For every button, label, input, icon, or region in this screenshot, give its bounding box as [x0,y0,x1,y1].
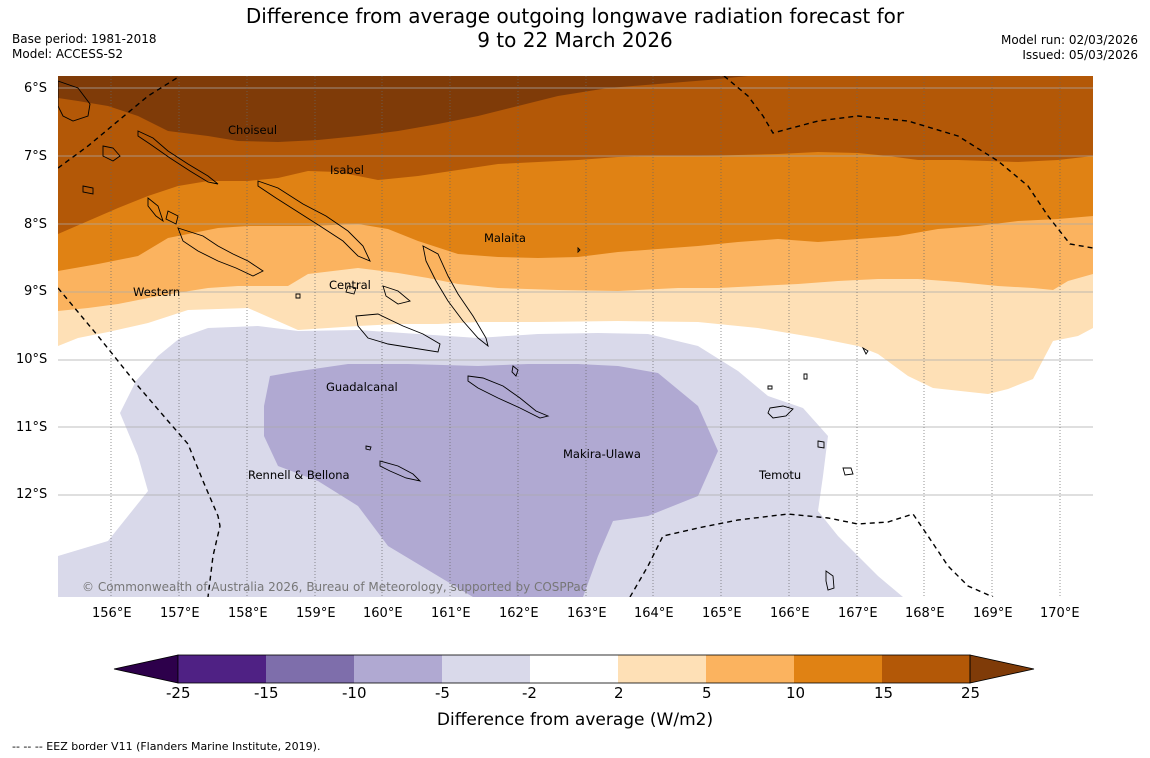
colorbar-tick: -25 [166,684,191,702]
colorbar-segment [178,655,266,683]
region-label-central: Central [329,278,371,292]
colorbar-tick: -5 [435,684,450,702]
map-panel: Choiseul Isabel Malaita Western Central … [58,76,1093,597]
lat-label: 12°S [16,487,48,502]
colorbar-segment [530,655,618,683]
issued-date: Issued: 05/03/2026 [1022,48,1138,62]
lon-label: 170°E [1040,606,1080,621]
island-duff [803,373,808,380]
lat-label: 6°S [24,81,48,96]
title-line-2: 9 to 22 March 2026 [477,28,673,52]
island-bougainville [58,80,91,122]
chart-title: Difference from average outgoing longwav… [0,4,1150,52]
island-isabel [257,180,371,262]
colorbar-segment [882,655,970,683]
lat-label: 8°S [24,217,48,232]
eez-border [58,76,1093,597]
region-label-makira-ulawa: Makira-Ulawa [563,447,641,461]
colorbar [113,654,1035,684]
colorbar-tick: 10 [786,684,806,702]
island-nggela [382,285,411,305]
lon-label: 162°E [499,606,539,621]
island-vanikoro [817,440,825,449]
island-tikopia [825,570,835,591]
lat-label: 9°S [24,284,48,299]
lon-label: 169°E [973,606,1013,621]
lon-label: 159°E [296,606,336,621]
island-ontong [577,246,581,254]
base-period: Base period: 1981-2018 [12,32,157,46]
lon-label: 165°E [702,606,742,621]
region-label-choiseul: Choiseul [228,123,277,137]
island-bellona [365,445,372,451]
island-ranongga [147,197,164,223]
region-label-malaita: Malaita [484,231,526,245]
region-label-guadalcanal: Guadalcanal [326,380,398,394]
copyright-notice: © Commonwealth of Australia 2026, Bureau… [82,580,587,594]
island-treasury [82,185,94,195]
eez-legend: -- -- -- EEZ border V11 (Flanders Marine… [12,740,321,753]
island-new-georgia [177,227,264,277]
lon-label: 160°E [363,606,403,621]
colorbar-over-arrow [969,654,1035,684]
lat-label: 10°S [16,352,48,367]
colorbar-segment [618,655,706,683]
island-sikaiana [861,346,869,355]
island-shortlands [102,145,121,162]
colorbar-tick: 2 [614,684,624,702]
colorbar-tick: 25 [961,684,981,702]
island-malaita [422,245,489,348]
region-label-temotu: Temotu [758,468,801,482]
colorbar-segment [266,655,354,683]
islands [58,80,869,591]
island-guadalcanal [355,313,441,353]
island-utupua [842,467,854,476]
island-reef-islands [767,385,773,390]
colorbar-under-arrow [113,654,179,684]
region-label-rennell-bellona: Rennell & Bellona [248,468,350,482]
island-ulawa [511,365,519,377]
island-vella [165,210,179,225]
meta-left: Base period: 1981-2018 Model: ACCESS-S2 [12,32,157,62]
colorbar-tick: -15 [254,684,279,702]
colorbar-label: Difference from average (W/m2) [436,710,714,730]
colorbar-outline [177,654,971,684]
island-russell [345,285,357,295]
lon-label: 166°E [770,606,810,621]
meta-right: Model run: 02/03/2026 Issued: 05/03/2026 [1001,33,1138,63]
colorbar-segment [706,655,794,683]
lon-label: 157°E [160,606,200,621]
lon-label: 168°E [905,606,945,621]
title-line-1: Difference from average outgoing longwav… [245,4,905,28]
colorbar-tick: 5 [702,684,712,702]
region-label-western: Western [133,285,180,299]
lon-label: 167°E [838,606,878,621]
colorbar-tick: -10 [342,684,367,702]
colorbar-segment [354,655,442,683]
lon-label: 156°E [92,606,132,621]
island-rennell [379,460,422,482]
model-name: Model: ACCESS-S2 [12,47,124,61]
island-savo [295,293,301,299]
colorbar-tick: 15 [874,684,894,702]
lon-label: 164°E [634,606,674,621]
grid-lines [58,76,1093,597]
lat-label: 7°S [24,149,48,164]
lon-label: 163°E [567,606,607,621]
colorbar-segment [794,655,882,683]
region-label-isabel: Isabel [330,163,364,177]
colorbar-tick: -2 [522,684,537,702]
band-medium-purple [264,364,718,597]
island-choiseul [137,130,219,185]
lat-label: 11°S [16,420,48,435]
lon-label: 161°E [431,606,471,621]
lon-label: 158°E [228,606,268,621]
band-darkest-brown [58,76,748,142]
island-santa-cruz [767,405,794,419]
colorbar-segment [442,655,530,683]
model-run: Model run: 02/03/2026 [1000,33,1138,47]
island-makira [467,375,550,419]
